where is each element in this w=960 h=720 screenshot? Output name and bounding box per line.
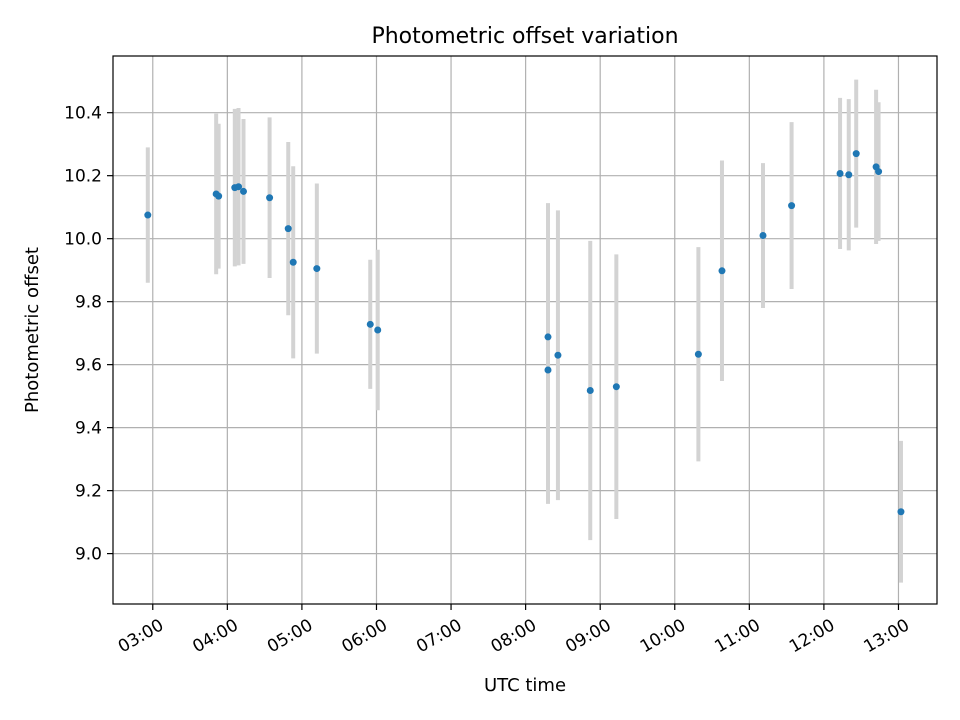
x-axis-label: UTC time [484, 675, 566, 696]
data-point [544, 333, 552, 341]
plot-frame [112, 55, 938, 605]
grid-layer [113, 56, 937, 604]
data-point [284, 225, 292, 233]
data-point [266, 194, 274, 202]
y-tick-label: 10.2 [64, 167, 102, 187]
y-tick-label: 9.8 [75, 293, 102, 313]
y-tick-label: 10.0 [64, 230, 102, 250]
data-point [836, 169, 844, 177]
data-point [897, 508, 905, 516]
data-point [239, 187, 247, 195]
data-point [788, 202, 796, 210]
data-point [544, 366, 552, 374]
data-point [845, 171, 853, 179]
data-point [215, 192, 223, 200]
y-tick-label: 9.2 [75, 482, 102, 502]
data-point [875, 168, 883, 176]
data-point [235, 183, 243, 191]
y-tick-label: 9.6 [75, 356, 102, 376]
data-point [694, 350, 702, 358]
data-point [554, 351, 562, 359]
data-point [586, 386, 594, 394]
data-point [289, 258, 297, 266]
data-point [852, 150, 860, 158]
y-axis-label: Photometric offset [22, 247, 43, 413]
data-point [718, 267, 726, 275]
data-point [144, 211, 152, 219]
data-point [374, 326, 382, 334]
y-tick-label: 9.4 [75, 419, 102, 439]
data-point [759, 232, 767, 240]
data-point [366, 320, 374, 328]
data-point [313, 265, 321, 273]
chart-title: Photometric offset variation [371, 24, 678, 49]
data-point [612, 383, 620, 391]
point-layer [144, 150, 905, 516]
y-tick-label: 9.0 [75, 545, 102, 565]
y-tick-label: 10.4 [64, 104, 102, 124]
